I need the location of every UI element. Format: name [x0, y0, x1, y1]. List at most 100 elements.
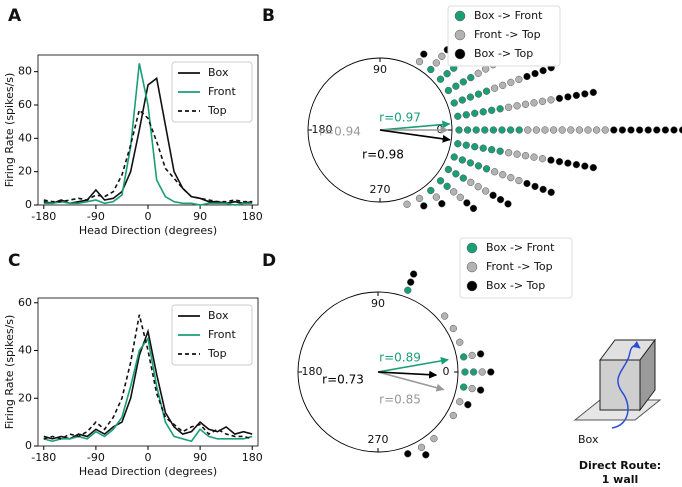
- dot: [443, 182, 451, 190]
- legend-marker: [454, 48, 466, 60]
- dot: [490, 168, 499, 176]
- dot: [420, 202, 428, 210]
- dot-stack: [450, 153, 491, 173]
- dot: [420, 50, 428, 58]
- mean-vector: [377, 370, 438, 379]
- legend-marker: [454, 29, 466, 41]
- dot: [507, 78, 515, 87]
- dot: [532, 126, 541, 134]
- dot: [601, 126, 609, 134]
- dot-stack: [415, 57, 424, 66]
- dot: [467, 178, 475, 187]
- dot: [474, 162, 483, 170]
- legend-label: Box -> Top: [474, 47, 533, 60]
- dot: [449, 411, 457, 420]
- dot: [444, 165, 453, 174]
- dot-stack: [490, 75, 523, 92]
- dot-stack: [450, 188, 464, 202]
- dot: [513, 102, 521, 110]
- dot: [444, 86, 453, 95]
- legend-label: Top: [207, 347, 227, 360]
- panel-label: B: [262, 6, 275, 26]
- dot: [547, 156, 555, 164]
- dot: [539, 66, 547, 75]
- dot-stack: [547, 156, 597, 172]
- dot-stack: [489, 191, 512, 208]
- dot: [482, 87, 491, 95]
- legend-label: Front: [208, 85, 237, 98]
- dot: [478, 368, 486, 376]
- dot: [488, 146, 496, 154]
- x-axis-label: Head Direction (degrees): [79, 465, 217, 478]
- dot-stack: [420, 202, 428, 210]
- dot: [496, 105, 504, 113]
- legend-label: Box -> Front: [474, 9, 543, 22]
- legend-frame: [171, 61, 253, 123]
- dot: [547, 96, 555, 104]
- y-tick-label: 0: [25, 439, 32, 452]
- x-tick-label: 90: [193, 210, 207, 223]
- dot: [530, 99, 538, 107]
- dot: [436, 75, 445, 83]
- dot: [449, 324, 457, 333]
- dot-stack: [455, 126, 523, 134]
- dot-stack: [422, 451, 430, 459]
- dot: [627, 126, 635, 134]
- dot: [456, 338, 464, 346]
- mean-vector: [377, 371, 445, 392]
- dot: [481, 126, 489, 134]
- dot: [549, 126, 558, 134]
- dot: [504, 200, 512, 208]
- y-tick-label: 60: [18, 98, 32, 111]
- dot-stack: [476, 386, 485, 394]
- dot-stack: [436, 177, 451, 190]
- line: [43, 314, 253, 440]
- dot: [466, 93, 475, 101]
- dot: [468, 351, 476, 360]
- dot: [469, 204, 478, 213]
- mean-vector: [379, 120, 451, 131]
- dot-stack: [461, 368, 478, 376]
- dot: [539, 185, 547, 194]
- angle-tick-label: 90: [373, 63, 387, 76]
- r-label: r=0.97: [379, 111, 421, 125]
- inset-diagram: Box Direct Route: 1 wall: [573, 338, 662, 486]
- dot: [422, 451, 430, 459]
- caption: Direct Route:: [579, 459, 661, 472]
- dot: [515, 126, 523, 134]
- dot: [506, 126, 515, 134]
- dot: [462, 141, 470, 149]
- x-tick-label: -90: [87, 210, 105, 223]
- dot: [458, 96, 466, 104]
- dot: [581, 162, 589, 170]
- dot-stack: [432, 52, 446, 67]
- dot-stack: [432, 193, 440, 201]
- dot-stack: [504, 149, 547, 163]
- dot-stack: [436, 64, 458, 83]
- dot: [558, 126, 566, 134]
- dot-stack: [523, 64, 555, 81]
- y-tick-label: 60: [18, 296, 32, 309]
- dot: [464, 401, 472, 409]
- dot: [592, 126, 601, 134]
- dot-stack: [468, 351, 476, 360]
- dot: [452, 82, 460, 90]
- dot: [450, 153, 458, 161]
- dot: [407, 278, 415, 286]
- dot-stack: [444, 165, 467, 182]
- dot: [635, 126, 644, 134]
- dot: [482, 187, 490, 195]
- route: [611, 340, 641, 429]
- legend-label: Box -> Front: [486, 241, 555, 254]
- dot: [507, 173, 515, 182]
- mean-vector: [377, 356, 449, 373]
- dot: [438, 52, 446, 60]
- dot-stack: [460, 383, 468, 391]
- dot: [415, 194, 424, 203]
- x-tick-label: 90: [193, 451, 207, 464]
- dot-stack: [467, 178, 490, 195]
- panel-label: A: [8, 6, 22, 26]
- dot-stack: [610, 126, 682, 134]
- dot: [467, 73, 475, 82]
